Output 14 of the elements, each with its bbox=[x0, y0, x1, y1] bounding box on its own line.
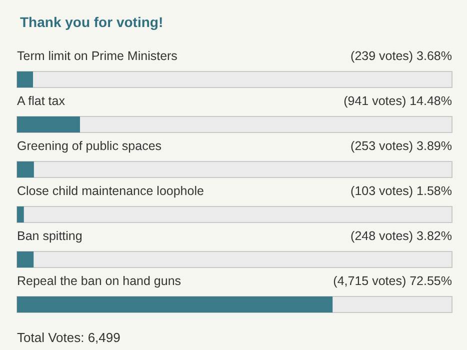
data-label: (239 votes) 3.68% bbox=[350, 49, 452, 63]
data-label: (941 votes) 14.48% bbox=[344, 94, 452, 108]
y-tick-label: Term limit on Prime Ministers bbox=[17, 49, 178, 63]
chart-title: Thank you for voting! bbox=[20, 14, 164, 30]
y-tick-label: Repeal the ban on hand guns bbox=[17, 274, 182, 288]
y-tick-label: A flat tax bbox=[17, 94, 66, 108]
data-label: (248 votes) 3.82% bbox=[350, 229, 452, 243]
data-label: (253 votes) 3.89% bbox=[350, 139, 452, 153]
y-tick-label: Close child maintenance loophole bbox=[17, 184, 204, 198]
y-tick-label: Ban spitting bbox=[17, 229, 82, 243]
text: Total Votes: 6,499 bbox=[17, 330, 120, 345]
data-label: (4,715 votes) 72.55% bbox=[333, 274, 452, 288]
data-label: (103 votes) 1.58% bbox=[350, 184, 452, 198]
y-tick-label: Greening of public spaces bbox=[17, 139, 162, 153]
